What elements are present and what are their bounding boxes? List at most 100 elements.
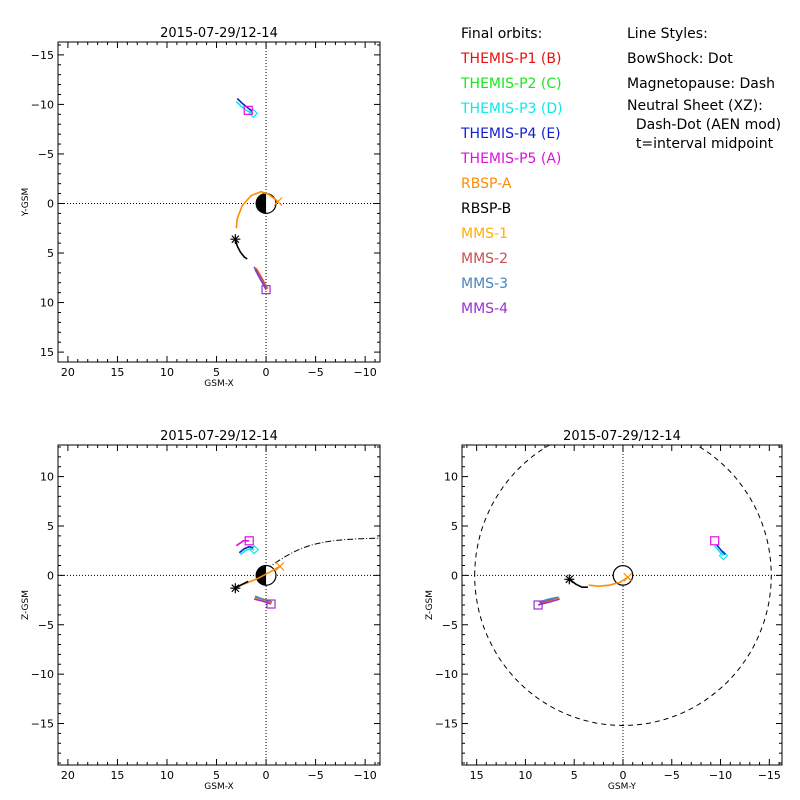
x-tick-label: 10: [160, 769, 174, 782]
y-tick-label: 5: [47, 247, 54, 260]
marker-square: [266, 599, 276, 609]
line-style-bowshock: BowShock: Dot: [627, 51, 733, 67]
legend-item: MMS-2: [461, 251, 509, 267]
orbit-themis-p5-a-: [235, 540, 250, 547]
earth-night-side: [256, 193, 267, 214]
x-tick-label: 0: [619, 769, 626, 782]
legend-final-orbits: Final orbits: THEMIS-P1 (B) THEMIS-P2 (C)…: [461, 22, 563, 322]
x-tick-label: 5: [571, 769, 578, 782]
orbit-rbsp-b: [234, 580, 249, 589]
x-axis-label: GSM-X: [204, 379, 233, 389]
marker-square: [261, 285, 271, 295]
plot-panel: 20 15 10 5 0 −5 −10 −15 −10 −5 0 5 10 2015-07-29/12-1…: [21, 429, 381, 792]
earth-night-side: [256, 565, 267, 586]
legend-item: MMS-3: [461, 276, 509, 292]
legend-item: THEMIS-P4 (E): [461, 126, 561, 142]
x-tick-label: −5: [307, 769, 323, 782]
x-tick-label: −5: [664, 769, 680, 782]
legend-item: RBSP-B: [461, 201, 512, 217]
y-tick-label: −5: [38, 148, 54, 161]
y-tick-label: 10: [40, 471, 54, 484]
marker-rbsp-b: [565, 575, 574, 584]
y-tick-label: −15: [31, 718, 54, 731]
orbit-themis-p3-d-: [239, 547, 255, 556]
x-tick-label: 20: [61, 366, 75, 379]
neutral-sheet-curve: [265, 537, 380, 570]
x-tick-label: −10: [354, 366, 377, 379]
x-tick-label: 20: [61, 769, 75, 782]
marker-diamond: [248, 108, 259, 119]
line-styles-header: Line Styles:: [627, 26, 708, 42]
bowshock-curve: [367, 317, 800, 800]
x-tick-label: 10: [518, 769, 532, 782]
orbit-rbsp-b: [568, 578, 588, 588]
orbit-rbsp-b: [234, 238, 248, 260]
legend-item: THEMIS-P5 (A): [461, 151, 562, 167]
x-tick-label: −10: [709, 769, 732, 782]
plot-title: 2015-07-29/12-14: [160, 429, 278, 444]
legend-item: MMS-4: [461, 301, 509, 317]
plot-frame: [57, 41, 381, 363]
marker-square: [243, 105, 253, 115]
earth-icon: [612, 565, 634, 586]
orbit-themis-p3-d-: [714, 545, 725, 557]
legend-item: THEMIS-P2 (C): [461, 76, 562, 92]
plot-area: [58, 445, 380, 765]
y-tick-label: −10: [31, 98, 54, 111]
y-tick-label: 0: [451, 569, 458, 582]
y-tick-label: −15: [435, 718, 458, 731]
plot-panel: 15 10 5 0 −5 −10 −15 −15 −10 −5 0 5 10 2015-07-29/12-…: [367, 317, 800, 800]
legend-item: THEMIS-P3 (D): [461, 101, 563, 117]
marker-x: [273, 197, 283, 206]
y-tick-label: 10: [444, 471, 458, 484]
orbit-rbsp-a: [235, 190, 279, 229]
y-axis-label: Z-GSM: [425, 590, 435, 620]
y-tick-label: 0: [47, 197, 54, 210]
orbit-themis-p4-e-: [715, 544, 726, 556]
y-tick-label: −5: [442, 619, 458, 632]
line-style-neutral-sheet: Neutral Sheet (XZ):: [627, 98, 763, 114]
x-tick-label: 5: [213, 366, 220, 379]
plot-title: 2015-07-29/12-14: [563, 429, 681, 444]
y-tick-label: 15: [40, 346, 54, 359]
y-tick-label: 5: [47, 520, 54, 533]
orbit-mms-1: [254, 597, 273, 604]
x-tick-label: 15: [110, 366, 124, 379]
x-tick-label: 15: [110, 769, 124, 782]
y-tick-label: 0: [47, 569, 54, 582]
x-tick-label: 10: [160, 366, 174, 379]
marker-diamond: [718, 550, 729, 561]
x-tick-label: −15: [758, 769, 781, 782]
y-tick-label: −5: [38, 619, 54, 632]
orbit-themis-p4-e-: [236, 97, 253, 112]
marker-square: [710, 536, 720, 546]
x-axis-label: GSM-Y: [608, 782, 637, 792]
x-tick-label: 0: [263, 366, 270, 379]
plot-frame: [57, 444, 381, 766]
legend-line-styles: Line Styles: BowShock: Dot Magnetopause:…: [627, 22, 781, 154]
line-style-neutral-sheet-model: Dash-Dot (AEN mod): [627, 117, 782, 133]
y-tick-label: −10: [31, 668, 54, 681]
y-tick-label: 5: [451, 520, 458, 533]
orbit-themis-p4-e-: [238, 545, 254, 554]
line-style-time-note: t=interval midpoint: [627, 136, 774, 152]
plot-frame: [461, 444, 783, 766]
x-tick-label: 15: [470, 769, 484, 782]
marker-square: [244, 536, 254, 546]
legend-header: Final orbits:: [461, 26, 543, 42]
legend-item: THEMIS-P1 (B): [461, 51, 562, 67]
orbit-mms-4: [253, 266, 267, 291]
plot-panel: 20 15 10 5 0 −5 −10 −15 −10 −5 0 5 10 15 2015-07-29/12…: [21, 26, 381, 389]
x-tick-label: −10: [354, 769, 377, 782]
orbit-mms-4: [254, 598, 272, 605]
orbit-rbsp-a: [588, 576, 629, 588]
marker-rbsp-b: [231, 584, 240, 593]
legend-item: MMS-1: [461, 226, 509, 242]
y-tick-label: 10: [40, 297, 54, 310]
x-tick-label: 5: [213, 769, 220, 782]
x-tick-label: 0: [263, 769, 270, 782]
x-tick-label: −5: [307, 366, 323, 379]
plot-area: [58, 42, 380, 362]
y-axis-label: Y-GSM: [21, 188, 31, 217]
